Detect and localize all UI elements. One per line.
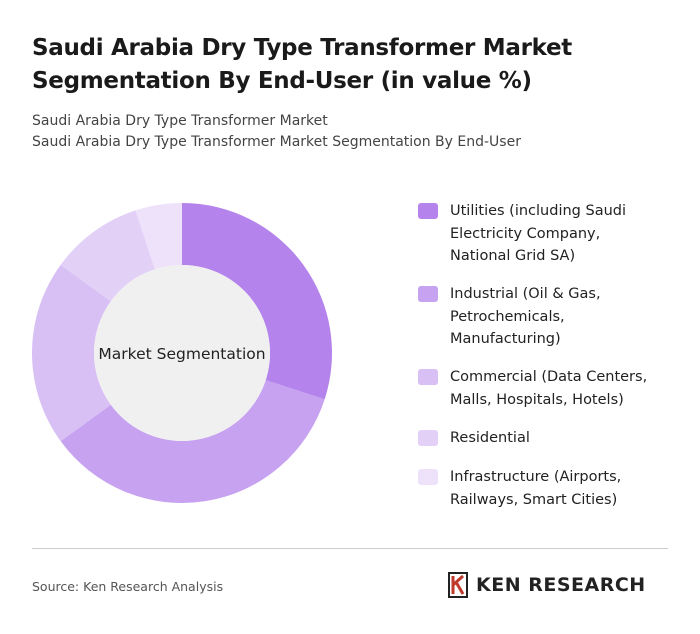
title: Saudi Arabia Dry Type Transformer Market…	[32, 35, 572, 94]
donut-chart: Market Segmentation	[31, 203, 333, 504]
brand: KEN RESEARCH	[476, 574, 646, 596]
subtitle: Saudi Arabia Dry Type Transformer Market…	[32, 134, 521, 150]
legend-label: Industrial (Oil & Gas, Petrochemicals, M…	[450, 286, 601, 347]
legend-swatch	[418, 469, 438, 485]
legend-swatch	[418, 286, 438, 302]
donut-segment	[60, 380, 325, 504]
legend-label: Residential	[450, 430, 530, 446]
donut-segment	[135, 203, 182, 270]
legend-label: Utilities (including Saudi Electricity C…	[450, 203, 626, 264]
legend-swatch	[418, 369, 438, 385]
donut-segment	[31, 264, 111, 442]
center-label: Market Segmentation	[98, 345, 265, 363]
legend-swatch	[418, 430, 438, 446]
donut-segment	[60, 210, 155, 302]
donut-segment	[182, 203, 333, 400]
source: Source: Ken Research Analysis	[32, 579, 224, 594]
donut-hole	[94, 265, 270, 441]
separator	[32, 548, 668, 549]
brand-logo	[448, 572, 468, 598]
legend-label: Commercial (Data Centers, Malls, Hospita…	[450, 369, 648, 408]
subtitle: Saudi Arabia Dry Type Transformer Market	[32, 113, 328, 129]
legend-swatch	[418, 203, 438, 219]
legend-label: Infrastructure (Airports, Railways, Smar…	[450, 469, 622, 508]
